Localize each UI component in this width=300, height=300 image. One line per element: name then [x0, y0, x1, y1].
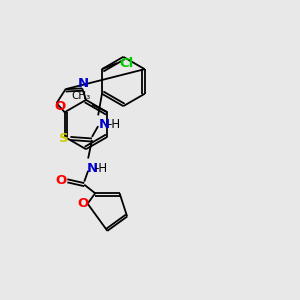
Text: Cl: Cl: [120, 56, 134, 70]
Text: S: S: [59, 132, 69, 145]
Text: -H: -H: [107, 118, 120, 131]
Text: O: O: [56, 174, 67, 187]
Text: N: N: [78, 77, 89, 90]
Text: O: O: [55, 100, 66, 113]
Text: O: O: [77, 197, 88, 210]
Text: CH₃: CH₃: [71, 92, 90, 101]
Text: N: N: [99, 118, 110, 131]
Text: N: N: [86, 162, 98, 175]
Text: -H: -H: [94, 162, 108, 175]
